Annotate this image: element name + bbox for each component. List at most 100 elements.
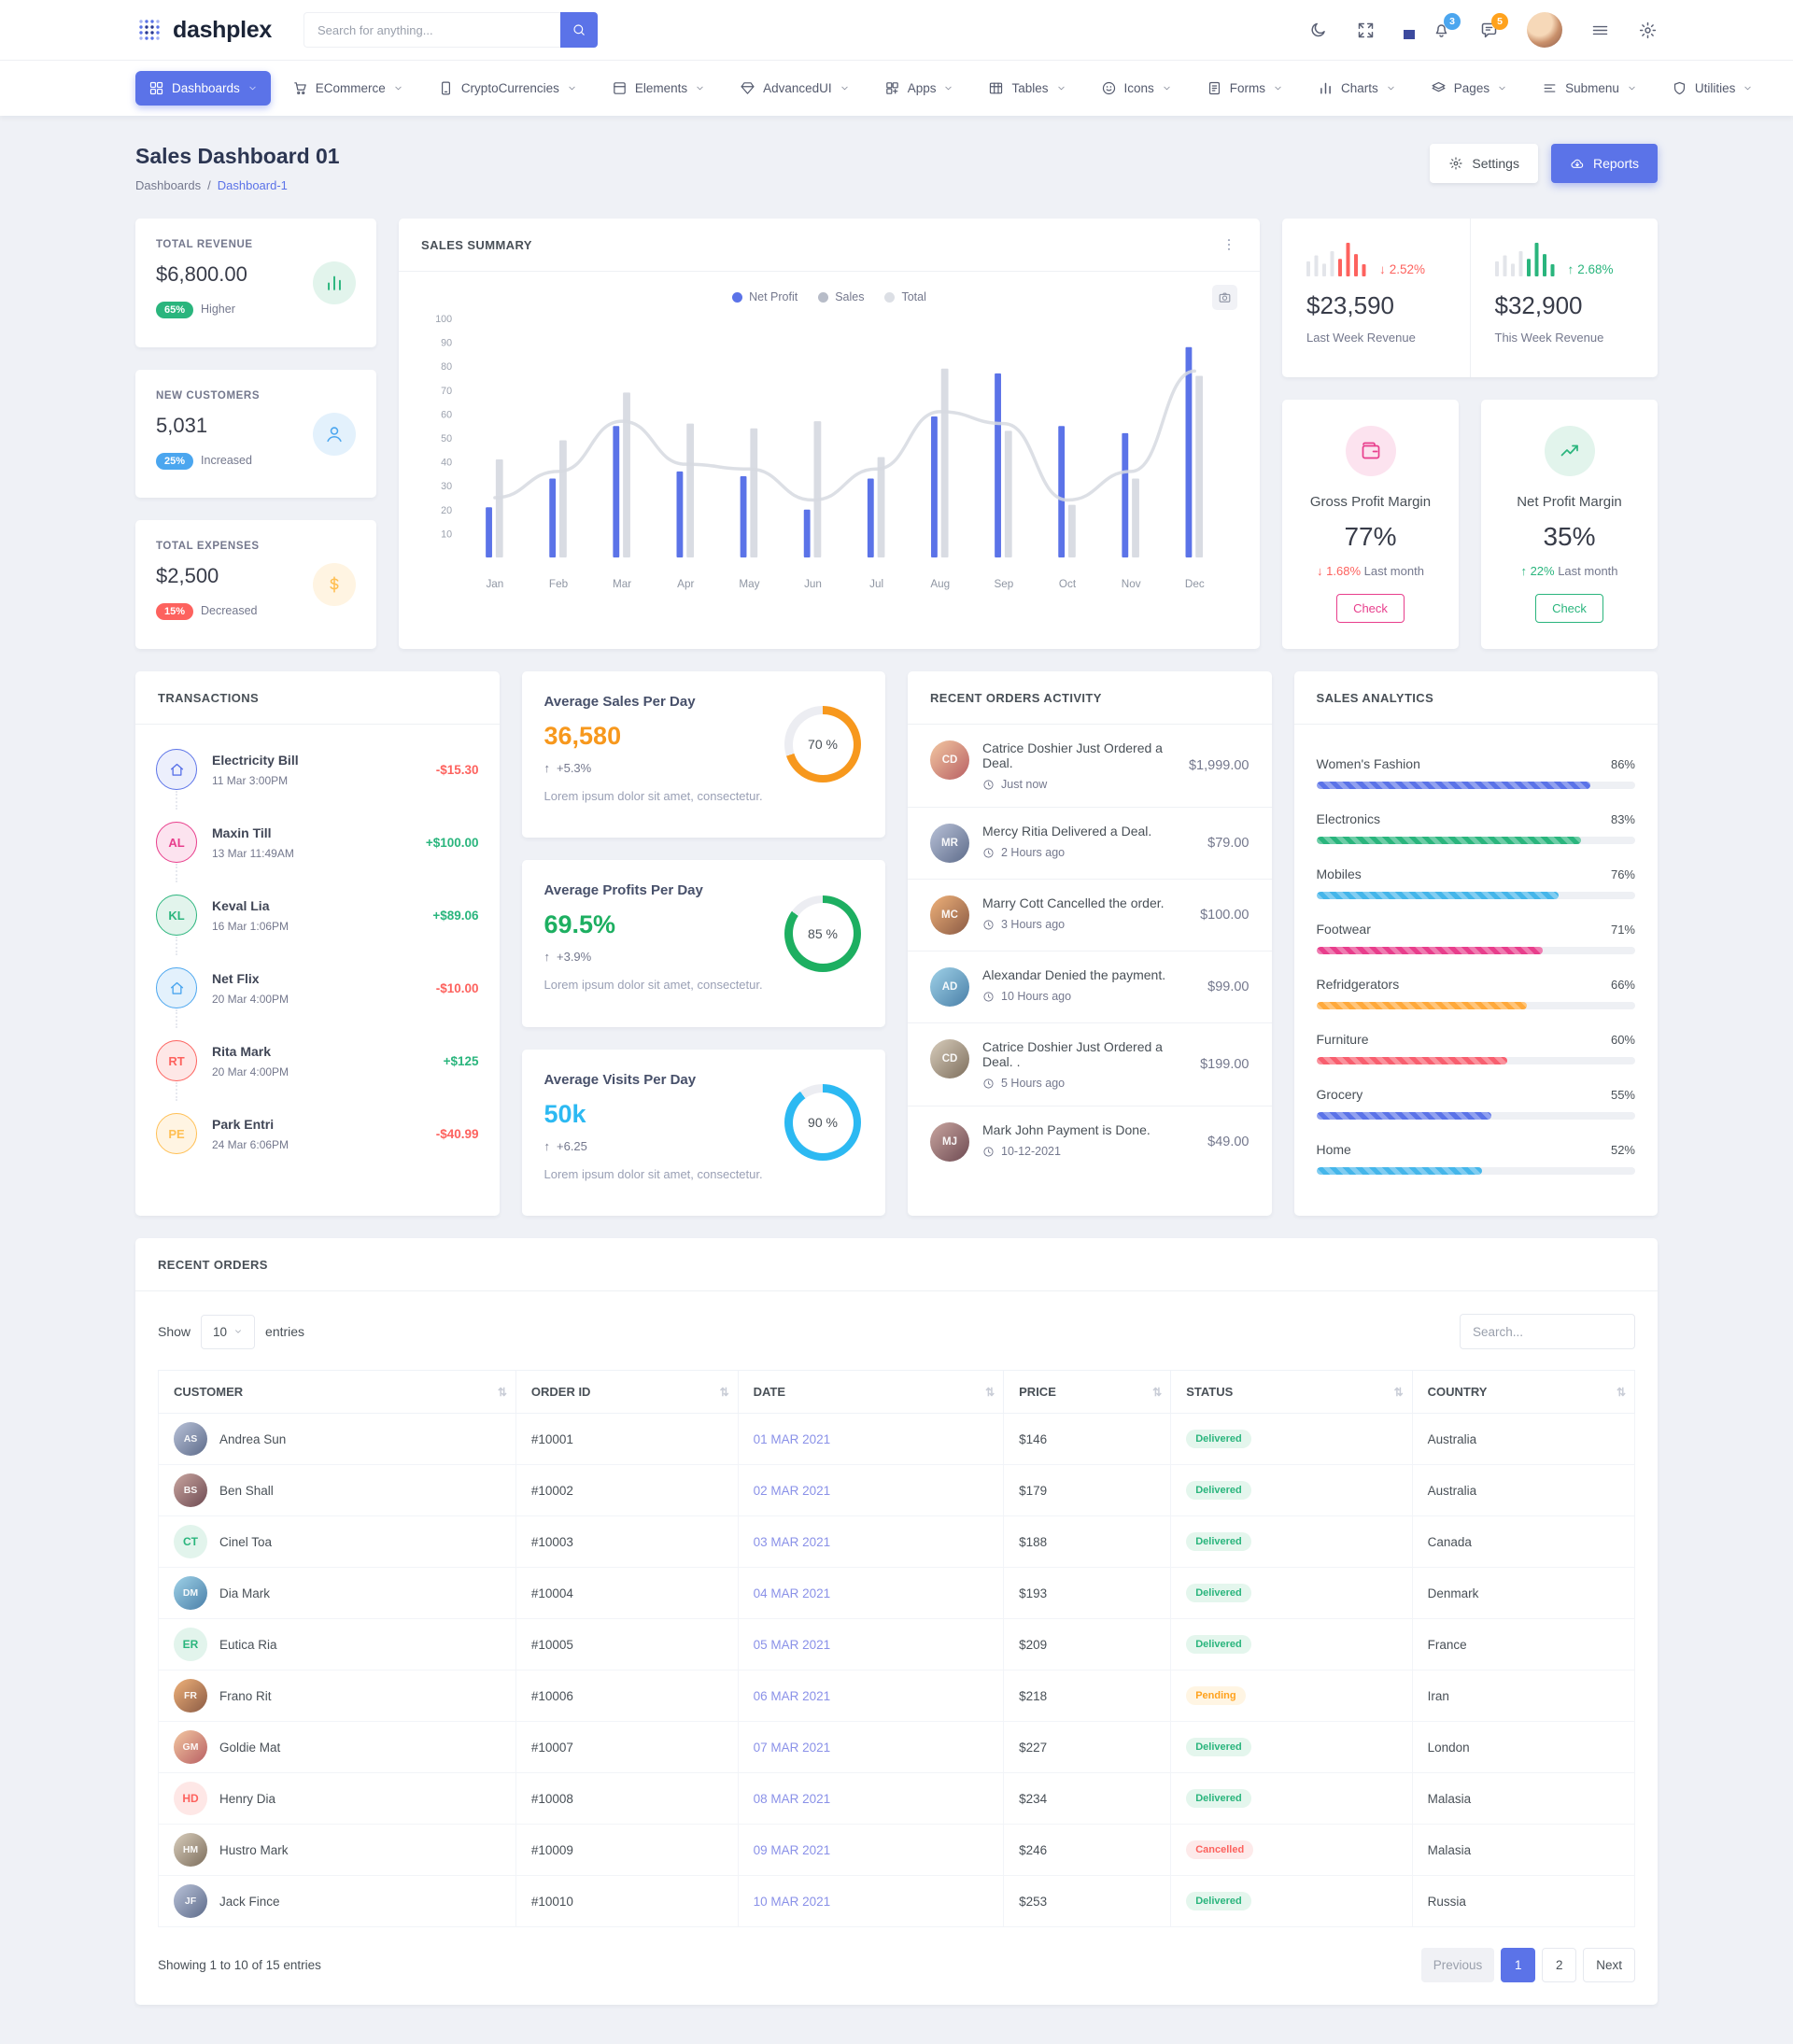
nav-item-icons[interactable]: Icons (1088, 71, 1185, 106)
transaction-item[interactable]: Electricity Bill 11 Mar 3:00PM -$15.30 (156, 733, 479, 810)
activity-item[interactable]: MC Marry Cott Cancelled the order. 3 Hours… (908, 880, 1272, 952)
reports-button[interactable]: Reports (1550, 144, 1658, 183)
analytics-percent: 60% (1610, 1033, 1635, 1047)
nav-item-advancedui[interactable]: AdvancedUI (727, 71, 863, 106)
table-row[interactable]: JF Jack Fince #10010 10 MAR 2021 $253 Deliver… (158, 1875, 1636, 1927)
dark-mode-toggle[interactable] (1308, 21, 1328, 40)
nav-item-tables[interactable]: Tables (975, 71, 1079, 106)
pagination-page-1[interactable]: 1 (1501, 1948, 1536, 1982)
analytics-percent: 52% (1610, 1143, 1635, 1157)
margin-value: 35% (1543, 522, 1596, 551)
user-avatar[interactable] (1527, 12, 1562, 48)
nav-item-ecommerce[interactable]: ECommerce (279, 71, 416, 106)
pagination-page-2[interactable]: 2 (1542, 1948, 1577, 1982)
breadcrumb-dashboards[interactable]: Dashboards (135, 178, 202, 192)
nav-item-cryptocurrencies[interactable]: CryptoCurrencies (425, 71, 590, 106)
donut-chart: 85 % (784, 895, 861, 972)
table-row[interactable]: HM Hustro Mark #10009 09 MAR 2021 $246 Cancel… (158, 1824, 1636, 1876)
nav-item-utilities[interactable]: Utilities (1659, 71, 1767, 106)
table-icon (988, 80, 1004, 96)
sort-icon[interactable]: ⇅ (985, 1385, 995, 1399)
sort-icon[interactable]: ⇅ (1616, 1385, 1626, 1399)
column-header-status[interactable]: STATUS ⇅ (1170, 1370, 1413, 1414)
transaction-item[interactable]: PE Park Entri 24 Mar 6:06PM -$40.99 (156, 1097, 479, 1170)
global-search (303, 12, 598, 48)
chart-download-button[interactable] (1212, 285, 1237, 310)
fullscreen-button[interactable] (1356, 21, 1376, 40)
nav-item-label: Pages (1453, 81, 1490, 95)
activity-text: Catrice Doshier Just Ordered a Deal. (982, 740, 1163, 770)
search-input[interactable] (303, 12, 560, 48)
check-button[interactable]: Check (1535, 594, 1603, 623)
nav-item-pages[interactable]: Pages (1418, 71, 1520, 106)
column-header-order-id[interactable]: ORDER ID ⇅ (515, 1370, 739, 1414)
table-row[interactable]: FR Frano Rit #10006 06 MAR 2021 $218 Pending I… (158, 1670, 1636, 1722)
table-row[interactable]: ER Eutica Ria #10005 05 MAR 2021 $209 Deliver… (158, 1618, 1636, 1670)
menu-toggle-button[interactable] (1590, 21, 1610, 40)
column-header-date[interactable]: DATE ⇅ (737, 1370, 1005, 1414)
check-button[interactable]: Check (1336, 594, 1405, 623)
legend-item[interactable]: Net Profit (732, 290, 798, 303)
notifications-button[interactable]: 3 (1432, 12, 1461, 40)
chevron-down-icon (393, 83, 403, 93)
transaction-item[interactable]: Net Flix 20 Mar 4:00PM -$10.00 (156, 952, 479, 1028)
column-header-country[interactable]: COUNTRY ⇅ (1411, 1370, 1636, 1414)
avatar: PE (156, 1113, 197, 1154)
nav-item-apps[interactable]: Apps (871, 71, 967, 106)
sort-icon[interactable]: ⇅ (719, 1385, 729, 1399)
table-row[interactable]: BS Ben Shall #10002 02 MAR 2021 $179 Delivere… (158, 1464, 1636, 1516)
transaction-item[interactable]: AL Maxin Till 13 Mar 11:49AM +$100.00 (156, 806, 479, 882)
transaction-name: Net Flix (212, 970, 260, 986)
column-header-customer[interactable]: CUSTOMER ⇅ (158, 1370, 516, 1414)
table-search-input[interactable] (1460, 1314, 1635, 1349)
settings-gear-button[interactable] (1638, 21, 1658, 40)
page-size-select[interactable]: 10 (201, 1314, 256, 1349)
nav-item-label: Elements (634, 81, 688, 95)
kebab-menu-icon[interactable] (1221, 236, 1237, 253)
avatar: DM (174, 1576, 207, 1610)
page-title: Sales Dashboard 01 (135, 144, 340, 168)
column-header-price[interactable]: PRICE ⇅ (1003, 1370, 1172, 1414)
transaction-item[interactable]: RT Rita Mark 20 Mar 4:00PM +$125 (156, 1024, 479, 1101)
table-row[interactable]: DM Dia Mark #10004 04 MAR 2021 $193 Delivered… (158, 1567, 1636, 1619)
nav-item-dashboards[interactable]: Dashboards (135, 71, 271, 106)
analytics-label: Refridgerators (1316, 977, 1400, 992)
activity-item[interactable]: CD Catrice Doshier Just Ordered a Deal. Ju… (908, 725, 1272, 808)
activity-item[interactable]: MR Mercy Ritia Delivered a Deal. 2 Hours a… (908, 808, 1272, 880)
sort-icon[interactable]: ⇅ (1152, 1385, 1163, 1399)
nav-item-label: AdvancedUI (763, 81, 832, 95)
sort-icon[interactable]: ⇅ (497, 1385, 507, 1399)
order-price: $234 (1003, 1772, 1172, 1825)
stat-badge: 65% (156, 302, 194, 318)
messages-button[interactable]: 5 (1479, 12, 1508, 40)
transaction-item[interactable]: KL Keval Lia 16 Mar 1:06PM +$89.06 (156, 879, 479, 955)
legend-item[interactable]: Sales (818, 290, 864, 303)
activity-item[interactable]: MJ Mark John Payment is Done. 10-12-2021 $4… (908, 1107, 1272, 1177)
activity-item[interactable]: CD Catrice Doshier Just Ordered a Deal. .… (908, 1023, 1272, 1107)
progress-track (1316, 1057, 1635, 1064)
sort-icon[interactable]: ⇅ (1393, 1385, 1404, 1399)
nav-item-submenu[interactable]: Submenu (1529, 71, 1650, 106)
chevron-down-icon (840, 83, 850, 93)
home-icon (156, 967, 197, 1008)
table-row[interactable]: HD Henry Dia #10008 08 MAR 2021 $234 Delivere… (158, 1772, 1636, 1825)
table-row[interactable]: GM Goldie Mat #10007 07 MAR 2021 $227 Deliver… (158, 1721, 1636, 1773)
order-country: France (1411, 1618, 1636, 1670)
settings-button[interactable]: Settings (1430, 144, 1538, 183)
page-header: Sales Dashboard 01 Dashboards / Dashboar… (135, 144, 1658, 192)
legend-dot (884, 291, 896, 303)
table-row[interactable]: AS Andrea Sun #10001 01 MAR 2021 $146 Deliver… (158, 1413, 1636, 1465)
legend-item[interactable]: Total (884, 290, 926, 303)
nav-item-elements[interactable]: Elements (599, 71, 718, 106)
table-row[interactable]: CT Cinel Toa #10003 03 MAR 2021 $188 Delivere… (158, 1515, 1636, 1568)
activity-item[interactable]: AD Alexandar Denied the payment. 10 Hours … (908, 952, 1272, 1023)
pagination-next[interactable]: Next (1583, 1948, 1635, 1982)
nav-item-charts[interactable]: Charts (1305, 71, 1409, 106)
transaction-date: 11 Mar 3:00PM (212, 773, 289, 787)
pagination-previous[interactable]: Previous (1420, 1948, 1495, 1982)
search-button[interactable] (559, 12, 598, 48)
brand[interactable]: dashplex (135, 16, 272, 44)
nav-item-forms[interactable]: Forms (1193, 71, 1296, 106)
gear-icon (1638, 21, 1658, 40)
avatar: MJ (930, 1122, 969, 1162)
